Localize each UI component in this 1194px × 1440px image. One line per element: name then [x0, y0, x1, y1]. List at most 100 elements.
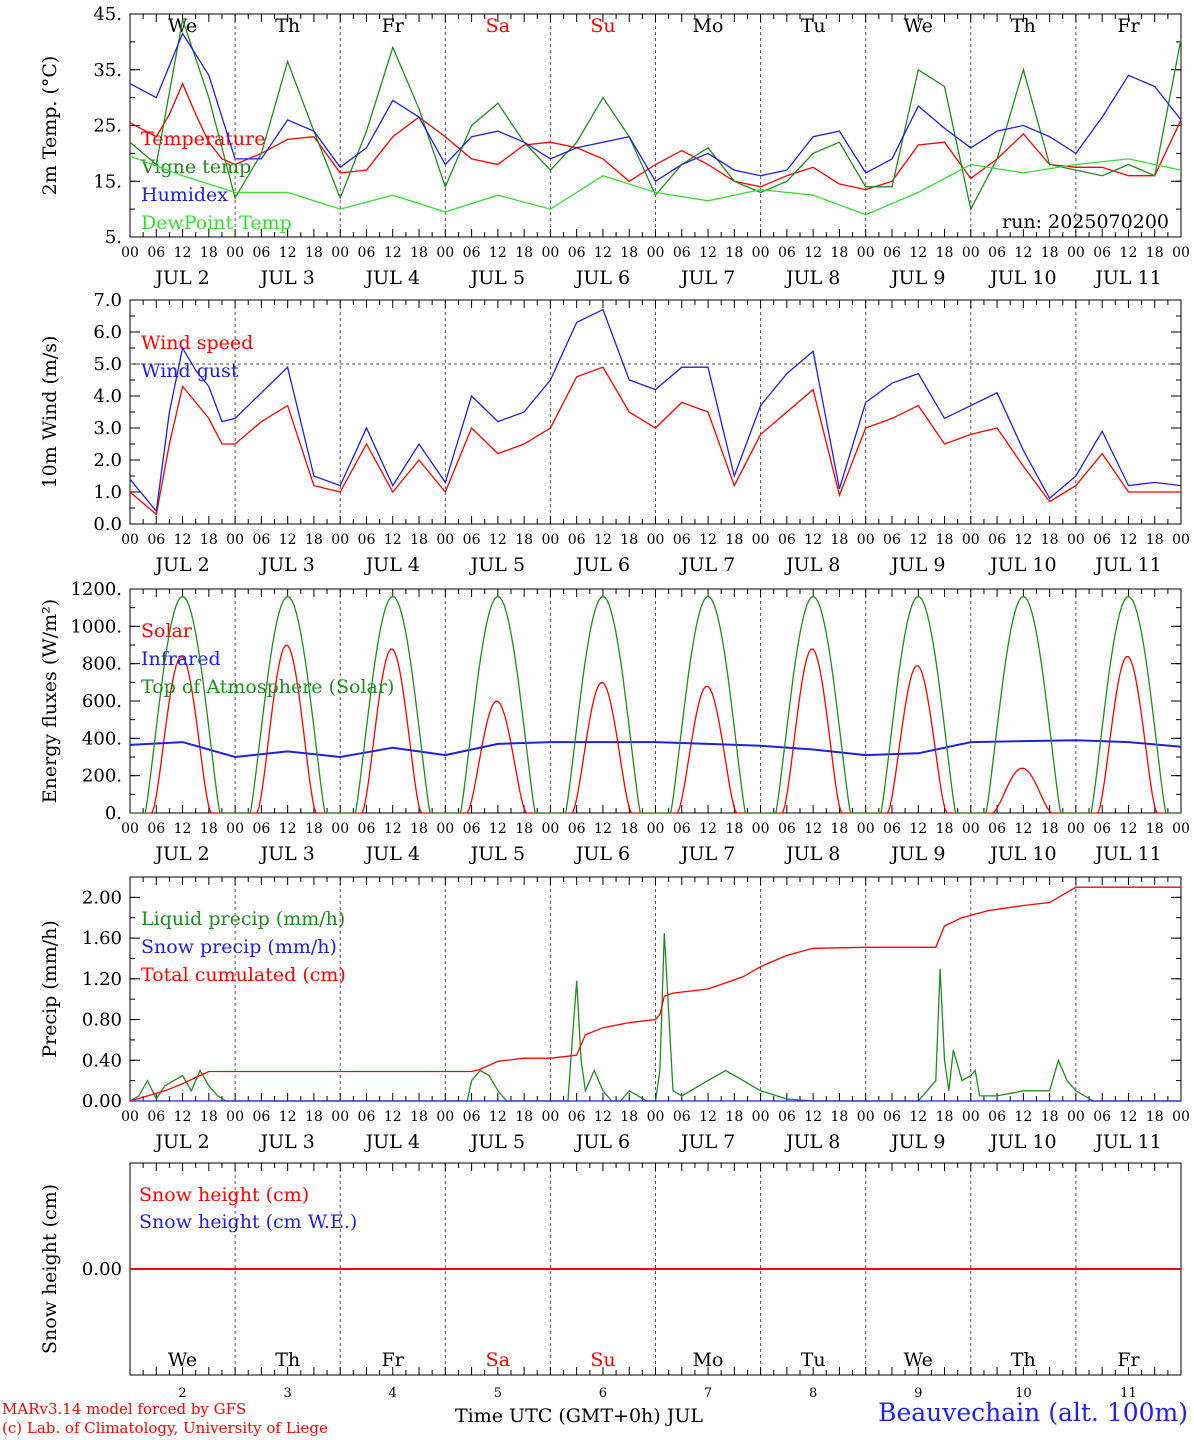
- wind-hour-label: 18: [831, 532, 849, 548]
- temperature-hour-label: 18: [1146, 245, 1164, 261]
- precip-y-tick-label: 1.60: [82, 928, 122, 949]
- snow-weekday-label: Sa: [486, 1349, 510, 1371]
- temperature-date-label: JUL 5: [469, 267, 525, 289]
- temperature-hour-label: 00: [331, 245, 349, 261]
- energy-hour-label: 12: [1120, 821, 1138, 837]
- snow-panel: 0.00 Snow height (cm) Snow height (cm) Snow…: [39, 1162, 1182, 1401]
- energy-hour-label: 00: [226, 821, 244, 837]
- energy-legend-2: Top of Atmosphere (Solar): [141, 676, 394, 698]
- wind-y-axis-label: 10m Wind (m/s): [39, 336, 61, 489]
- precip-date-label: JUL 7: [679, 1131, 735, 1153]
- temperature-hour-label: 00: [752, 245, 770, 261]
- precip-series-2-line: [129, 886, 1181, 1102]
- precip-hour-label: 00: [857, 1109, 875, 1125]
- temperature-date-label: JUL 11: [1093, 267, 1161, 289]
- energy-y-tick-label: 600.: [82, 691, 122, 712]
- wind-hour-label: 06: [988, 532, 1006, 548]
- precip-hour-label: 06: [1093, 1109, 1111, 1125]
- snow-weekday-label: Tu: [801, 1349, 826, 1371]
- energy-hour-label: 00: [752, 821, 770, 837]
- temperature-hour-label: 18: [515, 245, 533, 261]
- temperature-y-tick-label: 25.: [93, 116, 122, 137]
- temperature-panel: 5. 15. 25. 35. 45. 2m Temp. (°C) 00 06 12 18 JUL 2…: [39, 4, 1190, 289]
- precip-hour-label: 12: [1014, 1109, 1032, 1125]
- wind-hour-label: 06: [673, 532, 691, 548]
- precip-hour-label: 06: [147, 1109, 165, 1125]
- snow-weekday-label: We: [904, 1349, 933, 1371]
- temperature-hour-label: 00: [1067, 245, 1085, 261]
- precip-hour-label: 00: [121, 1109, 139, 1125]
- energy-hour-label: 06: [147, 821, 165, 837]
- wind-hour-label: 06: [568, 532, 586, 548]
- lab-credit: (c) Lab. of Climatology, University of L…: [2, 1419, 328, 1437]
- temperature-hour-label: 06: [147, 245, 165, 261]
- weekday-label: Tu: [801, 15, 826, 37]
- wind-hour-label: 18: [200, 532, 218, 548]
- wind-hour-label: 06: [463, 532, 481, 548]
- temperature-y-tick-label: 5.: [105, 227, 122, 248]
- wind-hour-label: 06: [778, 532, 796, 548]
- energy-hour-label: 00: [857, 821, 875, 837]
- precip-y-tick-label: 0.80: [82, 1010, 122, 1031]
- wind-date-label: JUL 9: [889, 554, 945, 576]
- snow-legend-0: Snow height (cm): [139, 1184, 309, 1206]
- temperature-hour-label: 12: [804, 245, 822, 261]
- weekday-label: Su: [590, 15, 615, 37]
- precip-date-label: JUL 5: [469, 1131, 525, 1153]
- temperature-hour-label: 06: [673, 245, 691, 261]
- weekday-label: Sa: [486, 15, 510, 37]
- energy-hour-label: 12: [699, 821, 717, 837]
- precip-hour-label: 06: [463, 1109, 481, 1125]
- temperature-hour-label: 00: [226, 245, 244, 261]
- precip-hour-label: 00: [647, 1109, 665, 1125]
- temperature-series-3-line: [129, 155, 1182, 216]
- temperature-hour-label: 00: [121, 245, 139, 261]
- wind-hour-label: 00: [752, 532, 770, 548]
- energy-series-2-line: [130, 595, 1181, 814]
- energy-date-label: JUL 10: [988, 843, 1056, 865]
- run-annotation: run: 2025070200: [1002, 211, 1169, 233]
- precip-date-label: JUL 8: [784, 1131, 840, 1153]
- wind-hour-label: 18: [410, 532, 428, 548]
- energy-hour-label: 06: [252, 821, 270, 837]
- precip-date-label: JUL 10: [988, 1131, 1056, 1153]
- wind-hour-label: 06: [883, 532, 901, 548]
- precip-y-axis-label: Precip (mm/h): [39, 920, 61, 1058]
- precip-hour-label: 18: [1041, 1109, 1059, 1125]
- energy-legend-1: Infrared: [141, 648, 221, 670]
- precip-date-label: JUL 6: [574, 1131, 630, 1153]
- wind-hour-label: 00: [121, 532, 139, 548]
- x-axis-title: Time UTC (GMT+0h) JUL: [455, 1405, 703, 1427]
- energy-hour-label: 18: [1146, 821, 1164, 837]
- energy-hour-label: 00: [436, 821, 454, 837]
- wind-date-label: JUL 4: [364, 554, 420, 576]
- energy-panel: 0. 200. 400. 600. 800. 1000. 1200. Energy fluxe…: [39, 579, 1190, 865]
- precip-hour-label: 18: [1146, 1109, 1164, 1125]
- temperature-hour-label: 06: [252, 245, 270, 261]
- precip-hour-label: 06: [988, 1109, 1006, 1125]
- energy-hour-label: 00: [541, 821, 559, 837]
- energy-date-label: JUL 9: [889, 843, 945, 865]
- energy-hour-label: 06: [358, 821, 376, 837]
- energy-hour-label: 12: [909, 821, 927, 837]
- precip-hour-label: 00: [436, 1109, 454, 1125]
- snow-weekday-label: Th: [275, 1349, 300, 1371]
- energy-date-label: JUL 2: [153, 843, 209, 865]
- energy-hour-label: 12: [384, 821, 402, 837]
- wind-y-tick-label: 0.0: [93, 514, 122, 535]
- energy-hour-label: 00: [1067, 821, 1085, 837]
- temperature-date-label: JUL 10: [988, 267, 1056, 289]
- temperature-hour-label: 18: [200, 245, 218, 261]
- energy-hour-label: 06: [673, 821, 691, 837]
- temperature-date-label: JUL 2: [153, 267, 209, 289]
- snow-day-number: 7: [704, 1386, 712, 1401]
- temperature-hour-label: 06: [463, 245, 481, 261]
- wind-hour-label: 12: [909, 532, 927, 548]
- temperature-hour-label: 12: [699, 245, 717, 261]
- wind-series-1-line: [129, 308, 1182, 513]
- precip-hour-label: 00: [962, 1109, 980, 1125]
- wind-y-tick-label: 6.0: [93, 322, 122, 343]
- precip-date-label: JUL 9: [889, 1131, 945, 1153]
- energy-hour-label: 12: [594, 821, 612, 837]
